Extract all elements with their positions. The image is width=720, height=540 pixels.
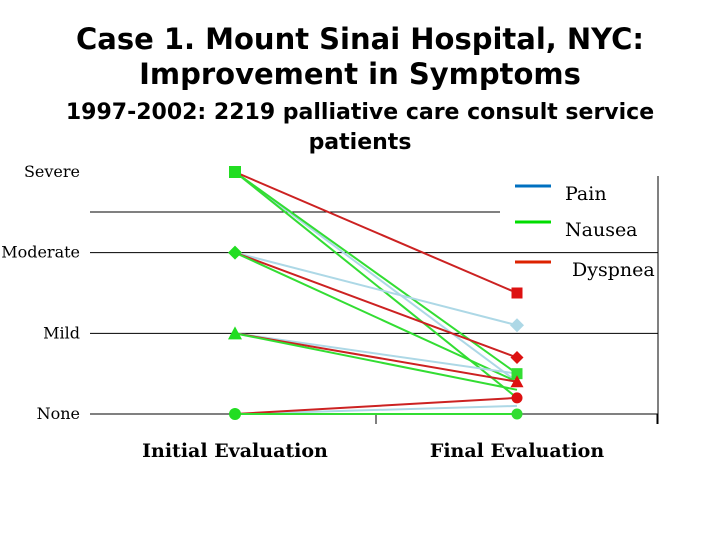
subtitle-line-1: 1997-2002: 2219 palliative care consult … — [65, 100, 655, 125]
slide-subtitle: 1997-2002: 2219 palliative care consult … — [20, 98, 700, 158]
legend-label: Pain — [565, 183, 607, 205]
title-line-2: Improvement in Symptoms — [139, 57, 581, 91]
trajectory-line — [234, 404, 518, 415]
title-line-1: Case 1. Mount Sinai Hospital, NYC: — [75, 22, 645, 56]
trajectory-line — [234, 332, 518, 375]
legend-label: Dyspnea — [572, 259, 655, 281]
legend-label: Nausea — [565, 219, 638, 241]
y-tick-label: None — [37, 404, 80, 423]
x-category-label: Final Evaluation — [430, 440, 605, 462]
trajectory-line — [234, 332, 518, 383]
final-marker — [511, 287, 523, 299]
final-marker — [511, 408, 523, 420]
y-tick-label: Moderate — [1, 243, 80, 262]
y-tick-label: Severe — [24, 162, 80, 181]
trajectory-line — [234, 251, 518, 383]
final-marker — [510, 375, 524, 388]
trajectory-line — [234, 251, 518, 359]
initial-marker — [228, 326, 242, 340]
x-category-label: Initial Evaluation — [142, 440, 328, 462]
trajectory-line — [234, 251, 518, 327]
slide-title: Case 1. Mount Sinai Hospital, NYC: Impro… — [0, 22, 720, 92]
initial-marker — [228, 245, 242, 260]
final-marker — [511, 368, 523, 380]
subtitle-line-2: patients — [308, 130, 412, 155]
initial-marker — [229, 166, 241, 178]
final-marker — [510, 351, 524, 365]
initial-marker — [229, 408, 241, 420]
trajectory-line — [234, 332, 518, 391]
trajectory-line — [234, 396, 518, 415]
trajectory-line — [234, 171, 518, 383]
trajectory-line — [234, 171, 518, 294]
trajectory-line — [234, 171, 518, 399]
final-marker — [510, 318, 524, 333]
y-tick-label: Mild — [43, 323, 80, 342]
final-marker — [511, 392, 523, 404]
